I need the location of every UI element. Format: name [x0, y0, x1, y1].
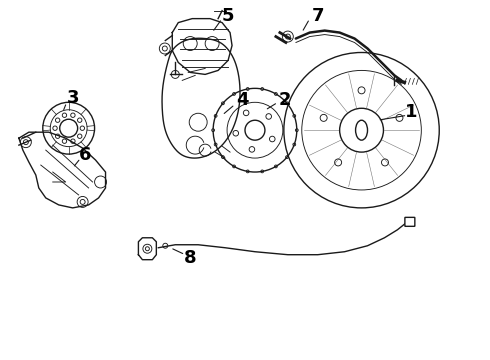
Text: 7: 7 — [312, 6, 324, 24]
Text: 6: 6 — [79, 146, 92, 164]
Text: 3: 3 — [67, 89, 79, 107]
Text: 4: 4 — [236, 91, 248, 109]
Text: 2: 2 — [279, 91, 291, 109]
Text: 1: 1 — [405, 103, 417, 121]
Text: 8: 8 — [184, 249, 196, 267]
Text: 5: 5 — [222, 6, 234, 24]
FancyBboxPatch shape — [405, 217, 415, 226]
